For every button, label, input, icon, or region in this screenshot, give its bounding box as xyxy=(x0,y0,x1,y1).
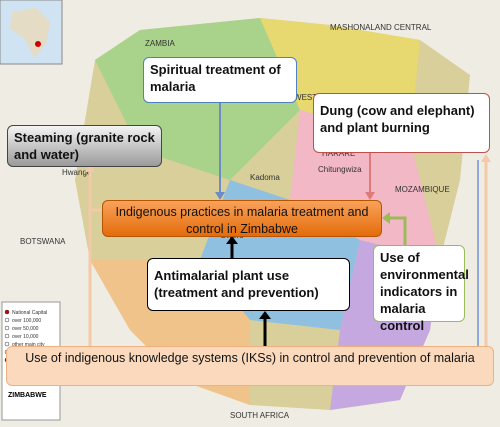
location-marker xyxy=(35,41,41,47)
arrow-head xyxy=(226,236,238,244)
center-box: Indigenous practices in malaria treatmen… xyxy=(102,200,382,237)
map-label: BOTSWANA xyxy=(20,237,66,246)
arrow-head xyxy=(382,212,390,224)
legend-symbol xyxy=(4,341,10,347)
dung-box: Dung (cow and elephant) and plant burnin… xyxy=(313,93,490,153)
legend-item: over 50,000 xyxy=(12,326,39,332)
map-label: MASHONALAND CENTRAL xyxy=(330,23,432,32)
map-label: SOUTH AFRICA xyxy=(230,411,290,420)
legend-symbol xyxy=(4,325,10,331)
map-label: HARARE xyxy=(322,149,355,158)
plant-box: Antimalarial plant use (treatment and pr… xyxy=(147,258,350,311)
arrow xyxy=(388,216,407,245)
map-label: Chitungwiza xyxy=(318,165,362,174)
spiritual-box: Spiritual treatment of malaria xyxy=(143,57,297,103)
legend-symbol xyxy=(4,333,10,339)
arrow-head xyxy=(481,154,491,162)
legend-item: over 100,000 xyxy=(12,318,41,324)
box-text: Antimalarial plant use (treatment and pr… xyxy=(154,268,319,300)
legend-symbol xyxy=(4,309,10,315)
iks-box: Use of indigenous knowledge systems (IKS… xyxy=(6,346,494,386)
box-text: Indigenous practices in malaria treatmen… xyxy=(115,205,369,236)
steaming-box: Steaming (granite rock and water) xyxy=(7,125,162,167)
arrow-head xyxy=(85,164,95,172)
box-text: Use of indigenous knowledge systems (IKS… xyxy=(25,351,475,365)
arrow-head xyxy=(259,311,271,319)
legend-item: National Capital xyxy=(12,310,47,316)
legend-item: over 10,000 xyxy=(12,334,39,340)
map-label: Hwange xyxy=(62,168,92,177)
legend-symbol xyxy=(4,317,10,323)
box-text: Dung (cow and elephant) and plant burnin… xyxy=(320,103,475,135)
map-label: Kadoma xyxy=(250,173,280,182)
map-label: MOZAMBIQUE xyxy=(395,185,450,194)
arrow-head xyxy=(365,192,375,200)
arrow-head xyxy=(215,192,225,200)
map-label: ZAMBIA xyxy=(145,39,175,48)
legend-item: other main city xyxy=(12,342,45,348)
box-text: Spiritual treatment of malaria xyxy=(150,62,281,94)
box-text: Use of environmental indicators in malar… xyxy=(380,250,469,333)
legend-title: ZIMBABWE xyxy=(8,392,47,399)
environment-box: Use of environmental indicators in malar… xyxy=(373,245,469,333)
box-text: Steaming (granite rock and water) xyxy=(14,130,155,162)
